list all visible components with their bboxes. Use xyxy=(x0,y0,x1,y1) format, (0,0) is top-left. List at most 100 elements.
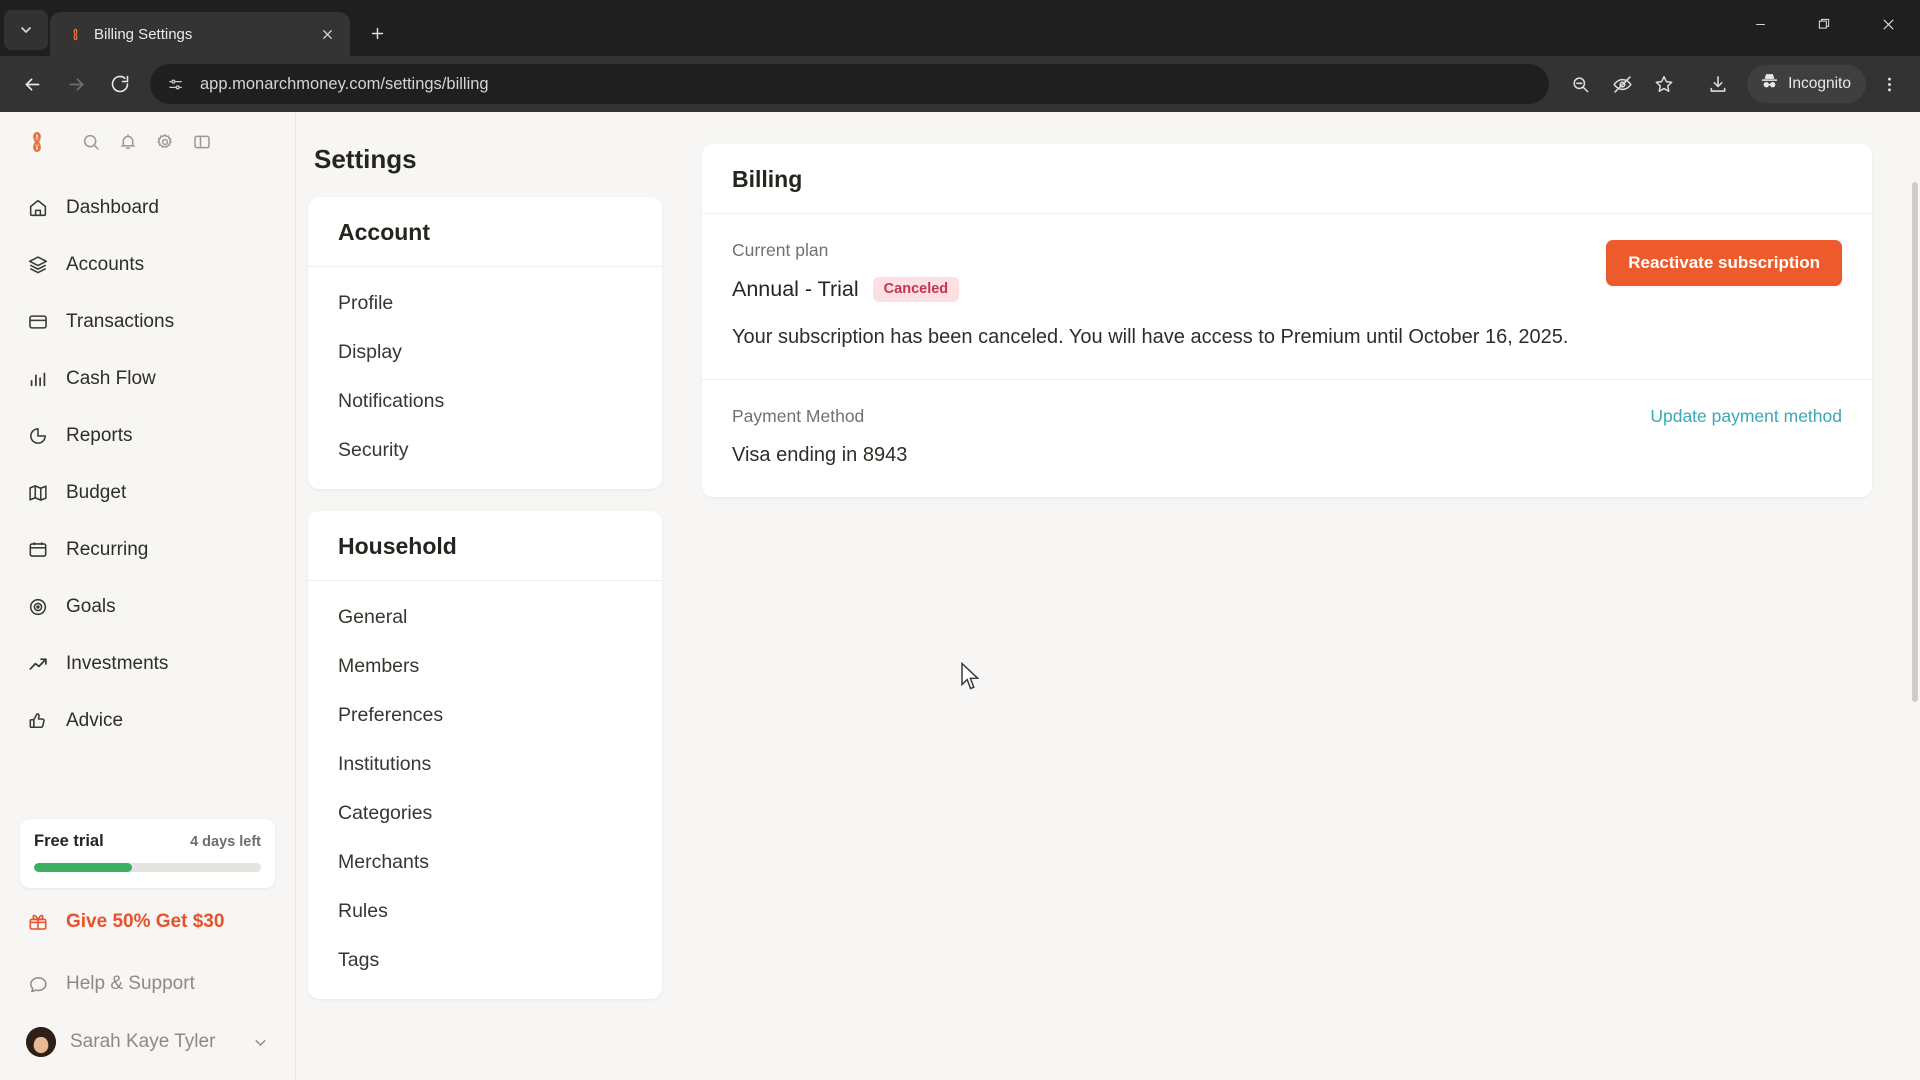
settings-item-display[interactable]: Display xyxy=(338,341,402,363)
sidebar-item-label: Dashboard xyxy=(66,197,159,218)
minimize-icon[interactable] xyxy=(1728,0,1792,48)
browser-toolbar: app.monarchmoney.com/settings/billing xyxy=(0,56,1920,112)
sidebar-item-label: Transactions xyxy=(66,311,175,332)
incognito-hat-icon xyxy=(1759,71,1780,97)
search-icon[interactable] xyxy=(74,125,108,159)
reactivate-subscription-button[interactable]: Reactivate subscription xyxy=(1606,240,1842,286)
settings-column: Settings Account Profile Display Notific… xyxy=(296,112,686,1080)
sidebar-item-label: Accounts xyxy=(66,254,145,275)
settings-item-rules[interactable]: Rules xyxy=(338,900,388,922)
eye-slash-icon[interactable] xyxy=(1603,65,1641,103)
sidebar-item-transactions[interactable]: Transactions xyxy=(14,294,281,350)
settings-item-members[interactable]: Members xyxy=(338,655,420,677)
app-viewport: Dashboard Accounts Transactions Cash Flo… xyxy=(0,112,1920,1080)
settings-group-account: Account Profile Display Notifications Se… xyxy=(308,197,662,489)
app-sidebar: Dashboard Accounts Transactions Cash Flo… xyxy=(0,112,296,1080)
sidebar-item-label: Advice xyxy=(66,710,124,731)
mouse-cursor xyxy=(961,662,980,690)
free-trial-progress-track xyxy=(34,863,261,872)
settings-item-general[interactable]: General xyxy=(338,606,408,628)
three-dots-vertical-icon[interactable] xyxy=(1870,65,1908,103)
arrow-right-icon xyxy=(56,64,96,104)
bell-icon[interactable] xyxy=(111,125,145,159)
user-name: Sarah Kaye Tyler xyxy=(70,1031,216,1052)
settings-item-profile[interactable]: Profile xyxy=(338,292,394,314)
window-controls xyxy=(1728,0,1920,48)
sidebar-item-investments[interactable]: Investments xyxy=(14,636,281,692)
free-trial-card[interactable]: Free trial 4 days left xyxy=(20,819,275,888)
reload-icon[interactable] xyxy=(100,64,140,104)
download-icon[interactable] xyxy=(1699,65,1737,103)
sidebar-item-accounts[interactable]: Accounts xyxy=(14,237,281,293)
new-tab-button[interactable] xyxy=(359,15,395,51)
settings-item-notifications[interactable]: Notifications xyxy=(338,390,445,412)
billing-card: Billing Current plan Annual - Trial Canc… xyxy=(702,144,1872,497)
settings-group-heading: Account xyxy=(308,197,662,267)
payment-method-value: Visa ending in 8943 xyxy=(732,444,908,466)
restore-icon[interactable] xyxy=(1792,0,1856,48)
settings-group-heading: Household xyxy=(308,511,662,581)
tab-search-button[interactable] xyxy=(4,10,48,50)
settings-item-institutions[interactable]: Institutions xyxy=(338,753,432,775)
scrollbar[interactable] xyxy=(1911,112,1920,1080)
subscription-note: Your subscription has been canceled. You… xyxy=(732,326,1569,348)
sidebar-item-advice[interactable]: Advice xyxy=(14,693,281,749)
free-trial-label: Free trial xyxy=(34,832,104,850)
user-profile-menu[interactable]: Sarah Kaye Tyler xyxy=(14,1012,281,1072)
tab-title: Billing Settings xyxy=(94,25,193,43)
bar-chart-icon xyxy=(26,367,50,391)
star-icon[interactable] xyxy=(1645,65,1683,103)
sidebar-nav: Dashboard Accounts Transactions Cash Flo… xyxy=(0,172,295,749)
sidebar-item-label: Reports xyxy=(66,425,133,446)
panel-toggle-icon[interactable] xyxy=(185,125,219,159)
home-icon xyxy=(26,196,50,220)
billing-main: Billing Current plan Annual - Trial Canc… xyxy=(686,112,1920,1080)
card-icon xyxy=(26,310,50,334)
scrollbar-thumb[interactable] xyxy=(1912,182,1918,702)
address-bar[interactable]: app.monarchmoney.com/settings/billing xyxy=(150,64,1550,104)
help-support-link[interactable]: Help & Support xyxy=(14,956,281,1012)
sidebar-item-label: Investments xyxy=(66,653,169,674)
page-title: Settings xyxy=(314,144,417,174)
browser-tab[interactable]: Billing Settings xyxy=(50,12,350,56)
url-text: app.monarchmoney.com/settings/billing xyxy=(200,74,489,93)
chevron-down-icon[interactable] xyxy=(252,1034,269,1051)
incognito-indicator[interactable]: Incognito xyxy=(1747,65,1866,103)
monarch-butterfly-icon xyxy=(66,25,84,43)
settings-group-household: Household General Members Preferences In… xyxy=(308,511,662,999)
billing-card-title: Billing xyxy=(702,144,1872,214)
avatar xyxy=(26,1027,56,1057)
sidebar-item-reports[interactable]: Reports xyxy=(14,408,281,464)
referral-link[interactable]: Give 50% Get $30 xyxy=(14,894,281,950)
free-trial-days-left: 4 days left xyxy=(190,834,261,850)
settings-item-preferences[interactable]: Preferences xyxy=(338,704,444,726)
sidebar-item-label: Cash Flow xyxy=(66,368,156,389)
settings-item-tags[interactable]: Tags xyxy=(338,949,380,971)
payment-method-label: Payment Method xyxy=(732,406,865,426)
settings-item-categories[interactable]: Categories xyxy=(338,802,433,824)
gear-icon[interactable] xyxy=(148,125,182,159)
site-settings-sliders-icon[interactable] xyxy=(160,69,190,99)
sidebar-item-goals[interactable]: Goals xyxy=(14,579,281,635)
sidebar-item-label: Budget xyxy=(66,482,127,503)
sidebar-item-label: Recurring xyxy=(66,539,149,560)
settings-item-security[interactable]: Security xyxy=(338,439,409,461)
help-support-label: Help & Support xyxy=(66,973,195,994)
close-icon[interactable] xyxy=(1856,0,1920,48)
sidebar-item-recurring[interactable]: Recurring xyxy=(14,522,281,578)
payment-method-section: Payment Method Update payment method Vis… xyxy=(702,379,1872,497)
layers-icon xyxy=(26,253,50,277)
sidebar-item-budget[interactable]: Budget xyxy=(14,465,281,521)
zoom-out-icon[interactable] xyxy=(1561,65,1599,103)
settings-item-merchants[interactable]: Merchants xyxy=(338,851,430,873)
incognito-label: Incognito xyxy=(1788,75,1851,92)
pie-chart-icon xyxy=(26,424,50,448)
update-payment-method-link[interactable]: Update payment method xyxy=(1650,406,1842,426)
arrow-left-icon[interactable] xyxy=(12,64,52,104)
map-icon xyxy=(26,481,50,505)
monarch-butterfly-logo[interactable] xyxy=(20,125,54,159)
close-icon[interactable] xyxy=(314,21,340,47)
sidebar-item-cash-flow[interactable]: Cash Flow xyxy=(14,351,281,407)
sidebar-item-dashboard[interactable]: Dashboard xyxy=(14,180,281,236)
